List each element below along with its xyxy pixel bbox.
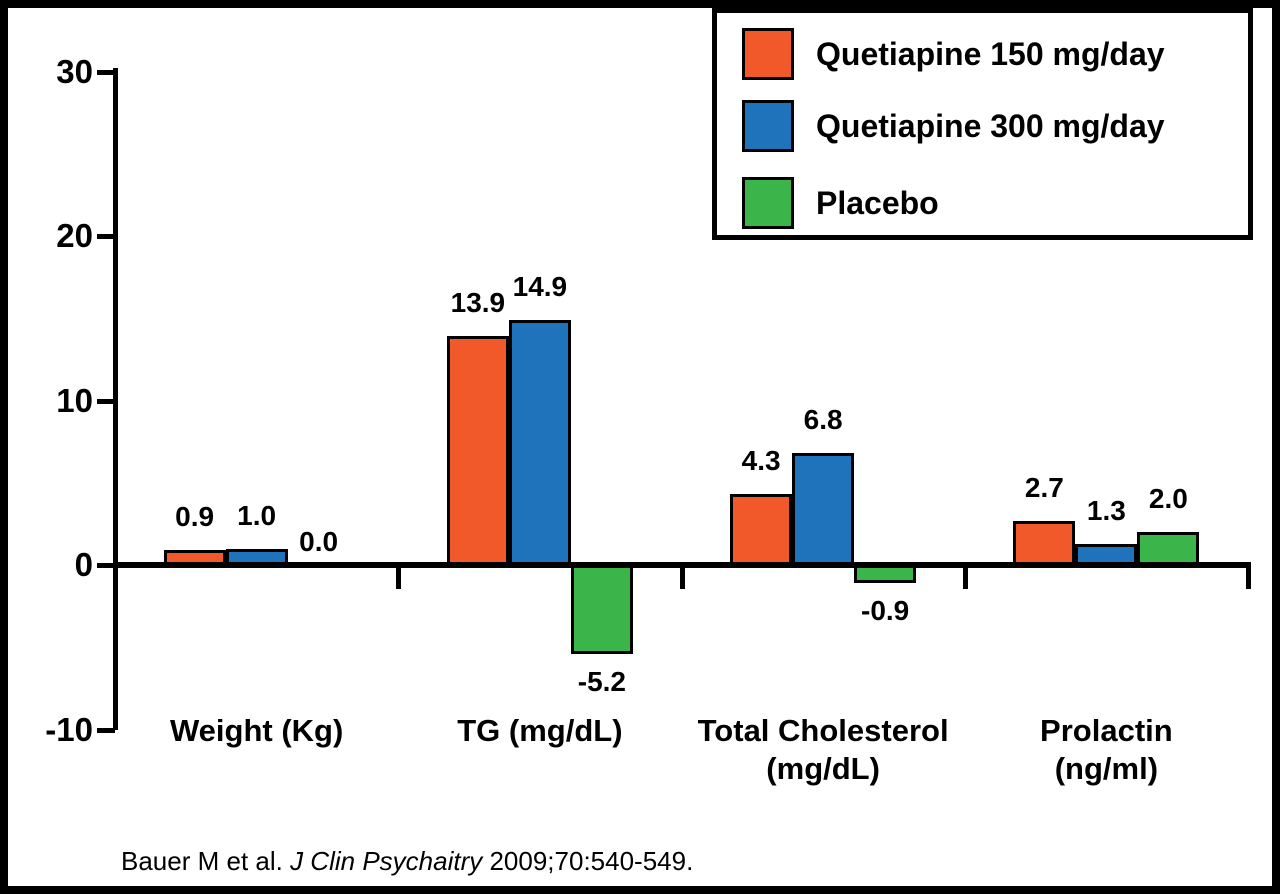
legend-swatch	[742, 28, 794, 80]
y-tick-label: 20	[56, 217, 93, 254]
bar-value-label: 0.0	[299, 526, 339, 557]
legend-item: Quetiapine 150 mg/day	[742, 28, 1165, 80]
bar-value-label: 6.8	[803, 404, 843, 436]
bar-value-label: -0.9	[861, 594, 910, 626]
y-tick-label: 0	[74, 546, 93, 583]
bar	[508, 319, 571, 568]
x-axis-tick	[962, 565, 968, 589]
y-tick-label: 30	[56, 52, 93, 90]
bar-value-label: 2.0	[1148, 483, 1188, 515]
legend-item: Placebo	[742, 177, 939, 229]
y-axis-tick	[97, 234, 115, 239]
bar-value-label: -5.2	[577, 665, 626, 697]
legend-swatch	[742, 177, 794, 229]
legend-label: Placebo	[816, 184, 939, 221]
legend-swatch	[742, 100, 794, 152]
x-axis-tick	[679, 565, 685, 589]
bar	[1013, 520, 1076, 568]
citation-prefix: Bauer M et al.	[121, 846, 291, 876]
bar-value-label: 14.9	[512, 270, 568, 302]
y-axis-tick	[97, 727, 115, 733]
y-axis-tick	[97, 398, 115, 404]
citation-journal: J Clin Psychaitry	[290, 846, 483, 876]
x-axis-tick	[1246, 565, 1251, 589]
bar	[792, 453, 855, 568]
category-label: (ng/ml)	[1054, 751, 1159, 786]
y-tick-label: -10	[45, 710, 93, 748]
y-axis-tick	[97, 69, 115, 75]
category-label: TG (mg/dL)	[457, 713, 623, 748]
y-axis-line	[113, 68, 118, 730]
figure-citation: Bauer M et al. J Clin Psychaitry 2009;70…	[121, 846, 693, 876]
legend-label: Quetiapine 150 mg/day	[816, 35, 1165, 72]
bar-value-label: 13.9	[450, 287, 506, 319]
y-axis-tick	[97, 563, 115, 568]
x-axis-tick	[396, 565, 402, 589]
legend-item: Quetiapine 300 mg/day	[742, 100, 1165, 152]
category-label: Weight (Kg)	[169, 713, 344, 748]
citation-suffix: 2009;70:540-549.	[482, 846, 694, 876]
y-tick-label: 10	[56, 381, 93, 419]
bar-value-label: 4.3	[741, 445, 781, 477]
bar	[730, 494, 793, 568]
category-label: (mg/dL)	[766, 751, 880, 786]
bar-value-label: 2.7	[1024, 471, 1064, 503]
bar-value-label: 1.3	[1086, 494, 1126, 526]
category-label: Prolactin	[1040, 713, 1173, 748]
bar	[570, 565, 633, 654]
bar	[446, 336, 509, 568]
legend: Quetiapine 150 mg/day Quetiapine 300 mg/d…	[712, 8, 1253, 240]
category-label: Total Cholesterol	[697, 713, 949, 748]
legend-label: Quetiapine 300 mg/day	[816, 107, 1165, 144]
bar-value-label: 0.9	[175, 501, 215, 533]
bar-value-label: 1.0	[237, 499, 277, 531]
